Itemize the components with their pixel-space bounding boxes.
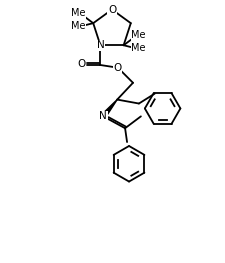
Text: Me: Me (131, 43, 146, 53)
Polygon shape (101, 100, 117, 118)
Text: Me: Me (71, 21, 86, 31)
Text: Me: Me (131, 31, 146, 41)
Text: O: O (77, 59, 86, 69)
Text: N: N (99, 111, 107, 121)
Text: N: N (97, 40, 104, 50)
Text: Me: Me (71, 8, 86, 18)
Text: O: O (113, 63, 121, 73)
Text: O: O (108, 4, 116, 14)
